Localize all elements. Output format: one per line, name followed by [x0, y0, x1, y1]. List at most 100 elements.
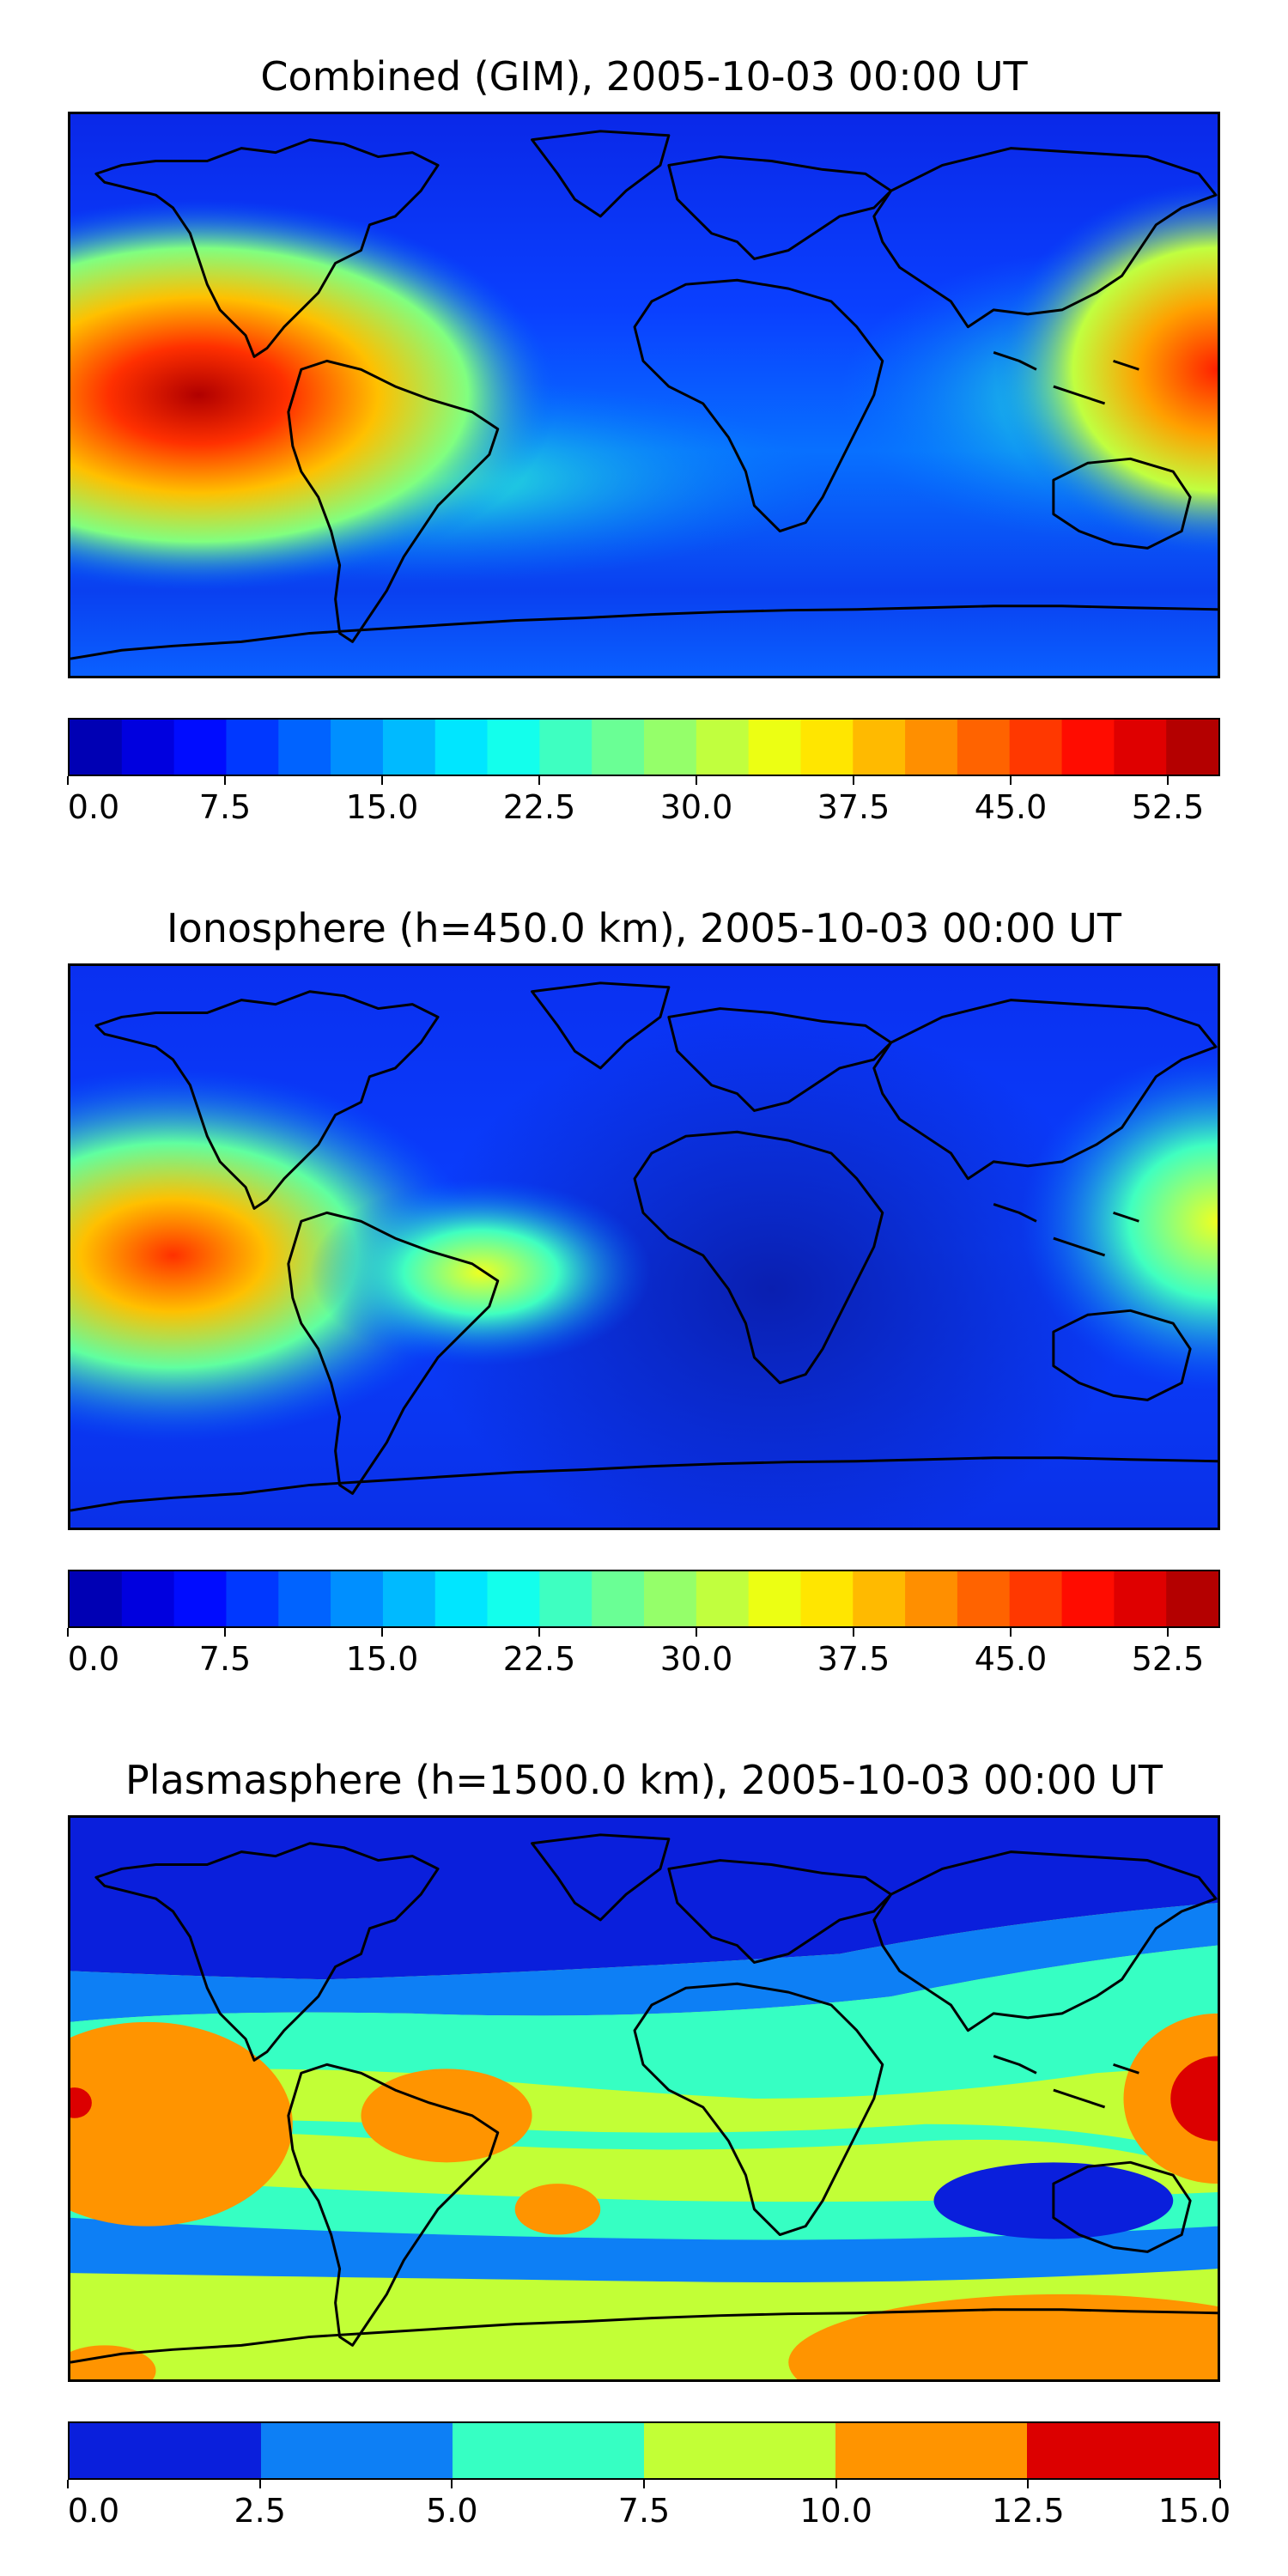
colorbar-tick	[853, 1628, 854, 1637]
colorbar-level-15	[853, 720, 907, 775]
colorbar-level-20	[1114, 720, 1168, 775]
colorbar-level-0	[70, 1571, 124, 1626]
colorbar-tick	[258, 2480, 261, 2488]
colorbar-level-6	[382, 1571, 436, 1626]
colorbar-tick	[538, 1628, 540, 1637]
panel-1-map	[68, 112, 1220, 678]
panel-2-colorbar-ticks: 0.0 7.5 15.0 22.5 30.0 37.5 45.0 52.5	[67, 1628, 1220, 1680]
colorbar-level-20	[1114, 1571, 1168, 1626]
colorbar-level-21	[1166, 720, 1218, 775]
panel-1-colorbar-ticks: 0.0 7.5 15.0 22.5 30.0 37.5 45.0 52.5	[67, 776, 1220, 828]
colorbar-tick-label: 0.0	[67, 1640, 120, 1678]
colorbar-tick-label: 7.5	[198, 1640, 252, 1678]
colorbar-level-14	[800, 1571, 854, 1626]
colorbar-level-14	[800, 720, 854, 775]
colorbar-tick	[538, 776, 540, 785]
colorbar-level-6	[382, 720, 436, 775]
colorbar-level-8	[487, 1571, 541, 1626]
colorbar-tick-label: 0.0	[67, 788, 120, 826]
colorbar-tick	[67, 2480, 69, 2488]
colorbar-level-5	[331, 1571, 385, 1626]
colorbar-tick	[224, 1628, 226, 1637]
colorbar-tick	[1167, 776, 1169, 785]
panel-3-contour	[70, 1818, 1218, 2379]
colorbar-level-9	[539, 720, 593, 775]
colorbar-level-7	[434, 720, 489, 775]
colorbar-tick-label: 30.0	[659, 1640, 733, 1678]
colorbar-level-1	[261, 2423, 457, 2478]
colorbar-tick-label: 15.0	[345, 1640, 419, 1678]
panel-1-contour	[70, 114, 1218, 676]
colorbar-level-1	[121, 1571, 175, 1626]
colorbar-level-2	[173, 720, 228, 775]
colorbar-tick-label: 7.5	[617, 2492, 671, 2530]
colorbar-level-9	[539, 1571, 593, 1626]
colorbar-level-19	[1061, 1571, 1115, 1626]
colorbar-level-3	[226, 1571, 280, 1626]
colorbar-level-4	[278, 1571, 332, 1626]
colorbar-level-4	[835, 2423, 1031, 2478]
colorbar-tick	[224, 776, 226, 785]
panel-3-colorbar	[68, 2421, 1220, 2480]
colorbar-tick-label: 22.5	[502, 788, 576, 826]
colorbar-tick	[853, 776, 854, 785]
panel-2-colorbar	[68, 1570, 1220, 1628]
colorbar-tick-label: 2.5	[234, 2492, 286, 2530]
colorbar-level-3	[644, 2423, 840, 2478]
colorbar-tick-label: 5.0	[426, 2492, 478, 2530]
colorbar-level-15	[853, 1571, 907, 1626]
colorbar-level-11	[644, 1571, 698, 1626]
colorbar-tick-label: 37.5	[817, 1640, 890, 1678]
colorbar-tick	[643, 2480, 645, 2488]
panel-2-title: Ionosphere (h=450.0 km), 2005-10-03 00:0…	[167, 905, 1121, 951]
colorbar-level-11	[644, 720, 698, 775]
panel-3-map	[68, 1815, 1220, 2382]
colorbar-level-17	[957, 1571, 1011, 1626]
colorbar-tick-label: 37.5	[817, 788, 890, 826]
colorbar-level-16	[905, 720, 959, 775]
colorbar-tick-label: 0.0	[67, 2492, 120, 2530]
colorbar-tick	[1219, 2480, 1221, 2488]
colorbar-level-10	[592, 720, 646, 775]
colorbar-tick	[696, 1628, 697, 1637]
colorbar-level-5	[331, 720, 385, 775]
colorbar-tick	[1027, 2480, 1030, 2488]
colorbar-tick	[67, 1628, 69, 1637]
colorbar-level-13	[748, 1571, 802, 1626]
colorbar-tick-label: 52.5	[1131, 788, 1205, 826]
colorbar-level-17	[957, 720, 1011, 775]
colorbar-tick-label: 45.0	[974, 788, 1048, 826]
colorbar-tick-label: 15.0	[345, 788, 419, 826]
colorbar-level-13	[748, 720, 802, 775]
colorbar-level-21	[1166, 1571, 1218, 1626]
colorbar-tick	[451, 2480, 453, 2488]
colorbar-level-5	[1027, 2423, 1218, 2478]
colorbar-tick	[696, 776, 697, 785]
colorbar-tick-label: 30.0	[659, 788, 733, 826]
colorbar-level-7	[434, 1571, 489, 1626]
colorbar-level-10	[592, 1571, 646, 1626]
colorbar-tick	[381, 776, 383, 785]
panel-3-colorbar-ticks: 0.0 2.5 5.0 7.5 10.0 12.5 15.0	[67, 2480, 1230, 2531]
colorbar-tick	[381, 1628, 383, 1637]
colorbar-tick-label: 15.0	[1157, 2492, 1231, 2530]
colorbar-tick-label: 7.5	[198, 788, 252, 826]
colorbar-tick	[67, 776, 69, 785]
colorbar-level-1	[121, 720, 175, 775]
colorbar-tick-label: 22.5	[502, 1640, 576, 1678]
colorbar-tick-label: 52.5	[1131, 1640, 1205, 1678]
colorbar-level-2	[173, 1571, 228, 1626]
colorbar-level-19	[1061, 720, 1115, 775]
colorbar-level-8	[487, 720, 541, 775]
colorbar-tick-label: 12.5	[992, 2492, 1065, 2530]
panel-1-title: Combined (GIM), 2005-10-03 00:00 UT	[260, 53, 1028, 100]
colorbar-tick	[1010, 1628, 1012, 1637]
colorbar-tick-label: 45.0	[974, 1640, 1048, 1678]
colorbar-level-0	[70, 2423, 265, 2478]
colorbar-level-18	[1009, 1571, 1063, 1626]
colorbar-level-3	[226, 720, 280, 775]
colorbar-level-12	[696, 1571, 750, 1626]
panel-1-colorbar	[68, 718, 1220, 776]
colorbar-level-12	[696, 720, 750, 775]
colorbar-tick	[1167, 1628, 1169, 1637]
